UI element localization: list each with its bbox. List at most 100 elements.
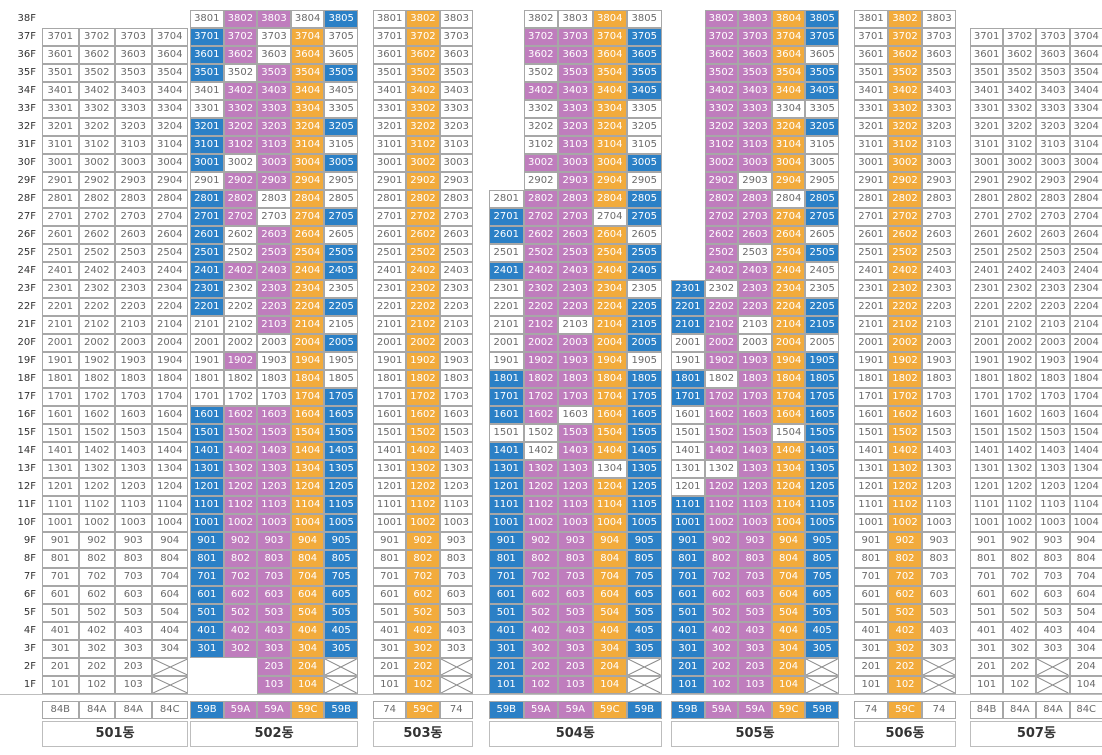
- unit-cell: 701: [671, 568, 705, 586]
- unit-cell: 603: [558, 586, 593, 604]
- unit-cell: 2305: [627, 280, 662, 298]
- unit-cell: 2101: [373, 316, 407, 334]
- floor-label: 3F: [23, 643, 36, 654]
- unit-cell: 1903: [257, 352, 291, 370]
- unit-cell: 3803: [558, 10, 593, 28]
- unit-cell: 1605: [805, 406, 839, 424]
- unit-cell: 1305: [324, 460, 358, 478]
- unit-cell: 2402: [888, 262, 922, 280]
- unit-cell: 904: [151, 532, 188, 550]
- unit-cell: 3402: [704, 82, 739, 100]
- unit-cell: 2401: [854, 262, 888, 280]
- unit-cell: 3305: [805, 100, 839, 118]
- unit-type-cell: 84B: [42, 701, 79, 719]
- unit-cell: 3204: [151, 118, 188, 136]
- unit-cell: 104: [592, 676, 627, 694]
- unit-cell: 2104: [290, 316, 325, 334]
- unit-cell: 1801: [854, 370, 888, 388]
- unit-cell: 2504: [771, 244, 806, 262]
- unit-cell: 3703: [738, 28, 772, 46]
- unit-cell: 404: [290, 622, 325, 640]
- unit-cell: 702: [523, 568, 558, 586]
- floor-label: 18F: [17, 373, 36, 384]
- floor-label: 22F: [17, 301, 36, 312]
- unit-cell: 3604: [592, 46, 627, 64]
- unit-cell: 1203: [558, 478, 593, 496]
- unit-cell: 3604: [151, 46, 188, 64]
- unit-cell: 1802: [704, 370, 739, 388]
- unit-cell: 1603: [558, 406, 593, 424]
- unit-cell: 1001: [671, 514, 705, 532]
- unit-cell: 1301: [489, 460, 524, 478]
- unit-cell: 3702: [78, 28, 115, 46]
- unit-cell: 3701: [42, 28, 79, 46]
- unit-cell: 402: [888, 622, 922, 640]
- unit-cell: 2504: [592, 244, 627, 262]
- unit-cell: 3705: [805, 28, 839, 46]
- unit-cell: 3404: [1069, 82, 1102, 100]
- unit-cell: 705: [324, 568, 358, 586]
- unit-cell: 3802: [406, 10, 440, 28]
- unit-cell: 1201: [854, 478, 888, 496]
- unit-cell: 3302: [223, 100, 258, 118]
- unit-cell: 2003: [738, 334, 772, 352]
- unit-cell: 2302: [1003, 280, 1037, 298]
- unit-cell: 2405: [627, 262, 662, 280]
- unit-cell: 3201: [190, 118, 224, 136]
- unit-cell: 1605: [324, 406, 358, 424]
- unit-cell: 3002: [406, 154, 440, 172]
- unit-cell: 1302: [223, 460, 258, 478]
- unit-cell: 303: [1036, 640, 1070, 658]
- unit-cell: 2104: [151, 316, 188, 334]
- floor-label: 36F: [17, 49, 36, 60]
- unit-cell: 403: [257, 622, 291, 640]
- unit-cell: 902: [888, 532, 922, 550]
- unit-cell: 2303: [257, 280, 291, 298]
- unit-cell: 802: [1003, 550, 1037, 568]
- unit-cell: 2203: [558, 298, 593, 316]
- unit-cell: 2804: [771, 190, 806, 208]
- unit-cell: 1602: [1003, 406, 1037, 424]
- unit-cell: 3802: [704, 10, 739, 28]
- unit-cell: 1505: [324, 424, 358, 442]
- unit-cell: 3703: [1036, 28, 1070, 46]
- unit-cell: 401: [190, 622, 224, 640]
- unit-cell: 2301: [190, 280, 224, 298]
- unavailable-mark: [440, 677, 472, 693]
- unit-cell: 1105: [805, 496, 839, 514]
- unit-cell: 2004: [151, 334, 188, 352]
- unit-cell: 1003: [922, 514, 956, 532]
- unit-cell: 1001: [854, 514, 888, 532]
- unit-cell: 2103: [439, 316, 473, 334]
- unit-cell: 3505: [627, 64, 662, 82]
- unit-cell: 1804: [771, 370, 806, 388]
- unit-cell: 1101: [671, 496, 705, 514]
- unit-cell: 2301: [671, 280, 705, 298]
- unit-cell: 3105: [805, 136, 839, 154]
- unit-cell: 704: [592, 568, 627, 586]
- unit-cell: 2902: [406, 172, 440, 190]
- unit-cell: 1902: [523, 352, 558, 370]
- unit-cell: 2602: [1003, 226, 1037, 244]
- unit-cell: 1403: [738, 442, 772, 460]
- unit-cell: 3601: [970, 46, 1004, 64]
- unit-cell: 702: [223, 568, 258, 586]
- unit-cell: 2702: [1003, 208, 1037, 226]
- unit-cell: 1403: [439, 442, 473, 460]
- unit-cell: 2102: [704, 316, 739, 334]
- unit-cell: 3203: [1036, 118, 1070, 136]
- unit-cell: 1001: [970, 514, 1004, 532]
- unit-cell: 1102: [523, 496, 558, 514]
- unit-cell: 3504: [1069, 64, 1102, 82]
- unit-cell: 1601: [190, 406, 224, 424]
- unit-cell: 3304: [1069, 100, 1102, 118]
- unit-cell: 2503: [558, 244, 593, 262]
- unit-cell: 3602: [78, 46, 115, 64]
- unit-cell: 3102: [523, 136, 558, 154]
- unit-cell: 2805: [627, 190, 662, 208]
- unit-cell: 3203: [115, 118, 152, 136]
- unit-cell: 905: [627, 532, 662, 550]
- unit-cell: 1503: [115, 424, 152, 442]
- unit-cell: 2403: [257, 262, 291, 280]
- unit-cell: 3704: [771, 28, 806, 46]
